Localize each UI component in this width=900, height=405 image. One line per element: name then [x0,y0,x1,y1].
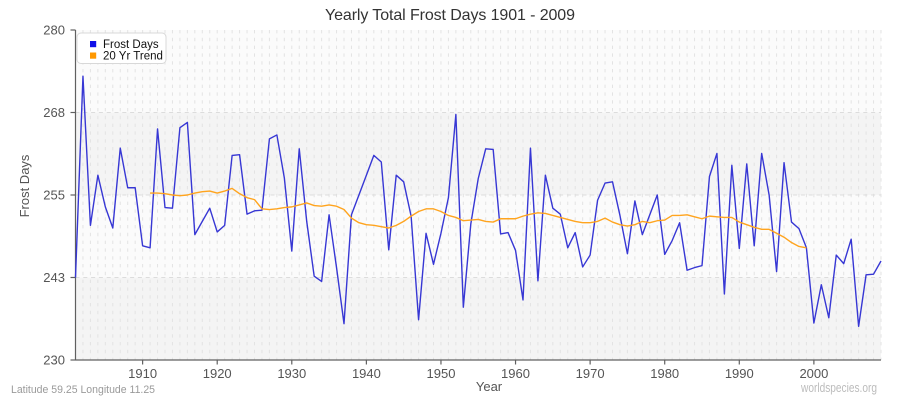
svg-text:1930: 1930 [277,366,306,381]
svg-text:Frost Days: Frost Days [17,154,32,217]
svg-text:1950: 1950 [427,366,456,381]
svg-text:230: 230 [43,353,65,368]
svg-text:280: 280 [43,23,65,38]
svg-text:1990: 1990 [725,366,754,381]
svg-text:243: 243 [43,270,65,285]
svg-text:1980: 1980 [650,366,679,381]
svg-text:Yearly Total Frost Days 1901 -: Yearly Total Frost Days 1901 - 2009 [325,7,575,24]
svg-text:worldspecies.org: worldspecies.org [800,381,877,395]
svg-text:1960: 1960 [501,366,530,381]
svg-text:1940: 1940 [352,366,381,381]
svg-text:Latitude 59.25 Longitude 11.25: Latitude 59.25 Longitude 11.25 [11,384,155,396]
svg-text:2000: 2000 [799,366,828,381]
svg-text:1910: 1910 [128,366,157,381]
svg-text:268: 268 [43,105,65,120]
svg-text:1920: 1920 [203,366,232,381]
svg-text:Year: Year [476,379,503,394]
svg-text:20 Yr Trend: 20 Yr Trend [103,51,163,63]
svg-text:255: 255 [43,188,65,203]
svg-text:Frost Days: Frost Days [103,39,159,51]
svg-text:1970: 1970 [576,366,605,381]
